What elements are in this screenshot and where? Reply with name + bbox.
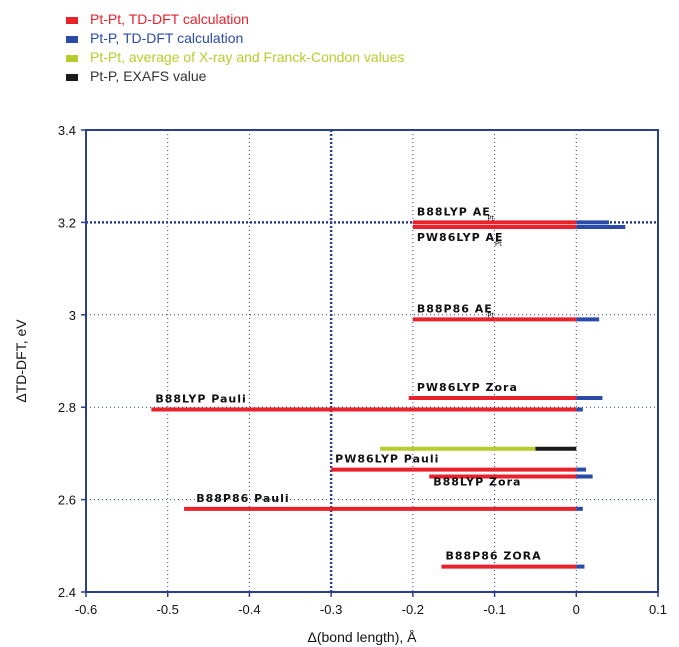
- legend: Pt-Pt, TD-DFT calculation Pt-P, TD-DFT ca…: [66, 11, 404, 84]
- bar-label: B88LYP AE: [417, 205, 491, 218]
- bar-label: B88LYP Zora: [433, 476, 521, 489]
- bar-label-subscript: Pt: [495, 240, 502, 248]
- bar-label: B88P86 AE: [417, 302, 493, 315]
- legend-swatch: [66, 17, 78, 24]
- y-tick-label: 2.4: [58, 585, 76, 600]
- y-tick-label: 2.8: [58, 400, 76, 415]
- legend-label: Pt-Pt, TD-DFT calculation: [90, 11, 249, 27]
- bar-label: PW86LYP Pauli: [335, 453, 439, 466]
- x-tick-label: -0.6: [75, 602, 97, 617]
- y-tick-label: 2.6: [58, 493, 76, 508]
- plot-frame: [85, 129, 659, 593]
- y-tick-label: 3.4: [58, 123, 76, 138]
- y-axis-title: ΔTD-DFT, eV: [13, 319, 29, 403]
- axes: -0.6 -0.5 -0.4 -0.3 -0.2 -0.1 0 0.1 2.4 2.6 2.8 3 3.…: [13, 123, 667, 645]
- y-tick-label: 3: [69, 308, 76, 323]
- x-tick-label: -0.2: [402, 602, 424, 617]
- bar-label: B88LYP Pauli: [155, 393, 246, 406]
- bars: [151, 220, 626, 569]
- x-tick-label: 0: [573, 602, 580, 617]
- bar-label: PW86LYP AE: [417, 231, 504, 244]
- x-tick-label: -0.3: [320, 602, 342, 617]
- bar-label: B88P86 Pauli: [196, 492, 289, 505]
- legend-swatch: [66, 55, 78, 62]
- y-tick-label: 3.2: [58, 215, 76, 230]
- plot-area: [85, 129, 659, 593]
- bar-label: B88P86 ZORA: [445, 550, 541, 563]
- x-tick-label: -0.4: [238, 602, 260, 617]
- legend-swatch: [66, 36, 78, 43]
- bar-label-subscript: Pt: [487, 311, 494, 319]
- legend-label: Pt-Pt, average of X-ray and Franck-Condo…: [90, 49, 404, 65]
- x-tick-label: 0.1: [649, 602, 667, 617]
- legend-swatch: [66, 74, 78, 81]
- bar-label: PW86LYP Zora: [417, 381, 518, 394]
- x-tick-label: -0.5: [157, 602, 179, 617]
- legend-label: Pt-P, TD-DFT calculation: [90, 30, 243, 46]
- bar-label-subscript: Pt: [487, 214, 494, 222]
- x-tick-label: -0.1: [483, 602, 505, 617]
- x-axis-title: Δ(bond length), Å: [308, 629, 418, 645]
- legend-label: Pt-P, EXAFS value: [90, 68, 207, 84]
